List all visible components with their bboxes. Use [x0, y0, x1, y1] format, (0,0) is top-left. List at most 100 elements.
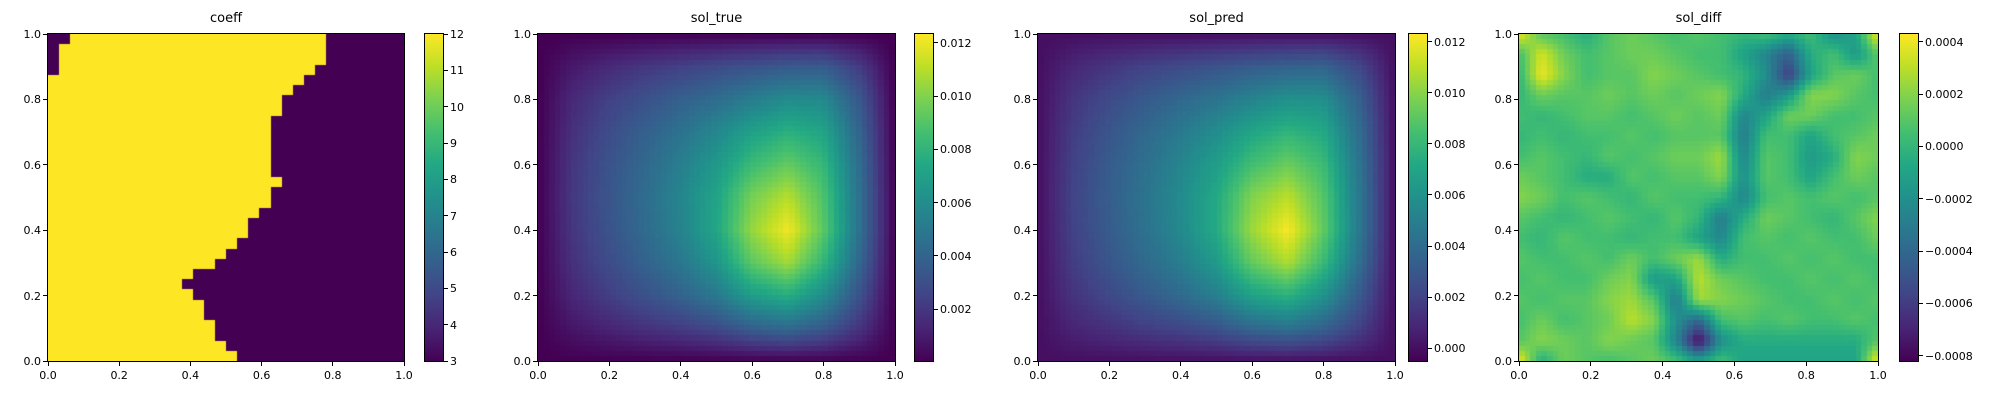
x-tick-label: 0.2 — [110, 369, 128, 382]
x-axis-tick-mark — [1037, 362, 1039, 366]
x-axis-tick-mark — [680, 362, 682, 366]
y-axis-tick-mark — [43, 33, 47, 35]
y-axis-tick-mark — [1033, 229, 1037, 231]
colorbar-tick-label: 0.012 — [940, 36, 972, 50]
x-tick-label: 1.0 — [886, 369, 904, 382]
y-axis-tick-mark — [533, 98, 537, 100]
subplot-title: sol_pred — [1189, 11, 1244, 26]
y-axis-tick-mark — [1033, 360, 1037, 362]
colorbar-tick-label: −0.0002 — [1925, 192, 1973, 206]
colorbar-tick-label: −0.0006 — [1925, 297, 1973, 311]
y-tick-label: 0.4 — [1013, 224, 1032, 238]
subplot-sol-pred: sol_pred 0.0 0.2 0.4 0.6 0.8 1.0 0.0 0.2 0.4 0.6 0… — [1000, 0, 1500, 400]
y-tick-label: 0.8 — [23, 93, 42, 107]
colorbar-tick-mark — [934, 308, 938, 310]
colorbar-tick-label: 0.010 — [1434, 86, 1466, 100]
colorbar-tick-label: 4 — [450, 318, 457, 332]
y-tick-label: 0.4 — [513, 224, 532, 238]
colorbar-tick-label: 0.002 — [1434, 291, 1466, 305]
colorbar-tick-label: 10 — [450, 100, 464, 114]
heatmap-canvas — [538, 34, 895, 361]
y-tick-label: 1.0 — [1494, 28, 1513, 41]
plot-area — [1518, 33, 1879, 362]
colorbar-tick-label: 7 — [450, 209, 457, 223]
x-tick-label: 0.2 — [1100, 369, 1119, 382]
x-tick-label: 0.2 — [600, 369, 619, 382]
x-axis-tick-mark — [332, 362, 334, 366]
colorbar-tick-mark — [1919, 41, 1923, 43]
y-tick-label: 0.6 — [23, 158, 42, 172]
heatmap-canvas — [1519, 34, 1878, 361]
colorbar-tick-mark — [934, 202, 938, 204]
colorbar-tick-label: 0.008 — [940, 143, 972, 157]
colorbar-tick-label: 0.010 — [940, 90, 972, 104]
colorbar-tick-mark — [934, 255, 938, 257]
colorbar-tick-label: 12 — [450, 28, 464, 41]
colorbar-tick-mark — [1919, 198, 1923, 200]
y-axis-tick-mark — [533, 295, 537, 297]
y-axis-tick-mark — [1033, 98, 1037, 100]
x-axis-tick-mark — [1394, 362, 1396, 366]
x-axis-tick-mark — [1323, 362, 1325, 366]
colorbar-tick-mark — [934, 95, 938, 97]
x-tick-label: 0.8 — [814, 369, 833, 382]
y-tick-label: 1.0 — [513, 28, 532, 41]
x-tick-label: 0.8 — [1797, 369, 1815, 382]
y-axis-tick-mark — [1033, 164, 1037, 166]
x-tick-label: 1.0 — [1386, 369, 1404, 382]
colorbar-tick-label: 3 — [450, 355, 457, 368]
colorbar-tick-mark — [1428, 41, 1432, 43]
colorbar-tick-label: 0.008 — [1434, 137, 1466, 151]
x-tick-label: 1.0 — [1869, 369, 1887, 382]
y-axis-tick-mark — [43, 295, 47, 297]
y-tick-label: 0.2 — [1013, 289, 1032, 303]
y-axis-tick-mark — [43, 164, 47, 166]
x-axis-tick-mark — [537, 362, 539, 366]
colorbar-tick-mark — [1428, 296, 1432, 298]
x-tick-label: 0.8 — [1314, 369, 1333, 382]
colorbar-tick-mark — [444, 287, 448, 289]
colorbar-tick-label: 5 — [450, 282, 457, 296]
plot-area — [47, 33, 405, 362]
y-tick-label: 0.8 — [1013, 93, 1032, 107]
colorbar-tick-mark — [444, 69, 448, 71]
colorbar — [914, 33, 934, 362]
colorbar-tick-mark — [444, 215, 448, 217]
y-axis-tick-mark — [43, 98, 47, 100]
colorbar-tick-mark — [1919, 355, 1923, 357]
x-tick-label: 1.0 — [395, 369, 413, 382]
y-axis-tick-mark — [1033, 295, 1037, 297]
y-tick-label: 0.6 — [1494, 158, 1513, 172]
y-axis-tick-mark — [1514, 98, 1518, 100]
colorbar-tick-mark — [1919, 145, 1923, 147]
colorbar-tick-mark — [1428, 245, 1432, 247]
colorbar-tick-label: 9 — [450, 137, 457, 150]
colorbar — [424, 33, 444, 362]
colorbar-tick-mark — [1919, 93, 1923, 95]
x-axis-tick-mark — [1877, 362, 1879, 366]
y-tick-label: 0.0 — [513, 355, 532, 368]
colorbar — [1899, 33, 1919, 362]
x-axis-tick-mark — [608, 362, 610, 366]
x-axis-tick-mark — [1733, 362, 1735, 366]
x-tick-label: 0.0 — [1510, 369, 1528, 382]
x-tick-label: 0.6 — [1243, 369, 1261, 382]
colorbar-tick-mark — [1428, 347, 1432, 349]
heatmap-canvas — [1038, 34, 1395, 361]
colorbar-tick-mark — [444, 142, 448, 144]
colorbar-tick-mark — [444, 33, 448, 35]
plot-area — [537, 33, 896, 362]
subplot-title: coeff — [209, 11, 243, 26]
x-tick-label: 0.4 — [1653, 369, 1672, 382]
x-axis-tick-mark — [118, 362, 120, 366]
subplot-sol-diff: sol_diff 0.0 0.2 0.4 0.6 0.8 1.0 0.0 0.2 0.4 0.6 0… — [1495, 0, 2000, 400]
x-axis-tick-mark — [751, 362, 753, 366]
subplot-coeff: coeff 0.0 0.2 0.4 0.6 0.8 1.0 0.0 0.2 0.4 0.6 0.8 1… — [0, 0, 500, 400]
colorbar-tick-mark — [934, 42, 938, 44]
colorbar-tick-label: 0.012 — [1434, 35, 1466, 49]
colorbar-tick-label: 6 — [450, 246, 457, 259]
y-tick-label: 0.0 — [1494, 355, 1513, 368]
colorbar — [1408, 33, 1428, 362]
colorbar-tick-label: 0.006 — [940, 196, 972, 210]
